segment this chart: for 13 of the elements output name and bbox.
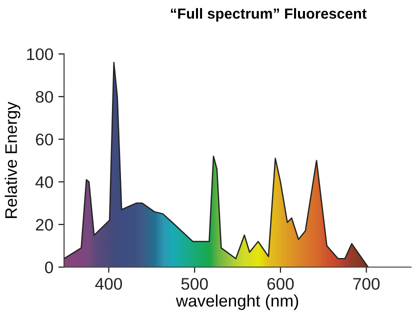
y-tick-label: 20 [36, 218, 53, 231]
y-tick-label: 100 [27, 48, 53, 60]
x-tick-label: 400 [95, 278, 122, 290]
x-axis-title: wavelenght (nm) [176, 294, 298, 310]
chart-title: “Full spectrum” Fluorescent [170, 8, 367, 22]
y-tick-label: 60 [36, 134, 53, 146]
x-tick-label: 600 [267, 278, 294, 290]
y-axis-title: Relative Energy [4, 102, 20, 218]
y-tick-label: 0 [45, 262, 53, 274]
y-tick-label: 40 [35, 176, 53, 188]
y-tick-label: 80 [36, 90, 53, 103]
x-tick-label: 700 [353, 278, 380, 290]
x-tick-label: 500 [181, 278, 208, 290]
